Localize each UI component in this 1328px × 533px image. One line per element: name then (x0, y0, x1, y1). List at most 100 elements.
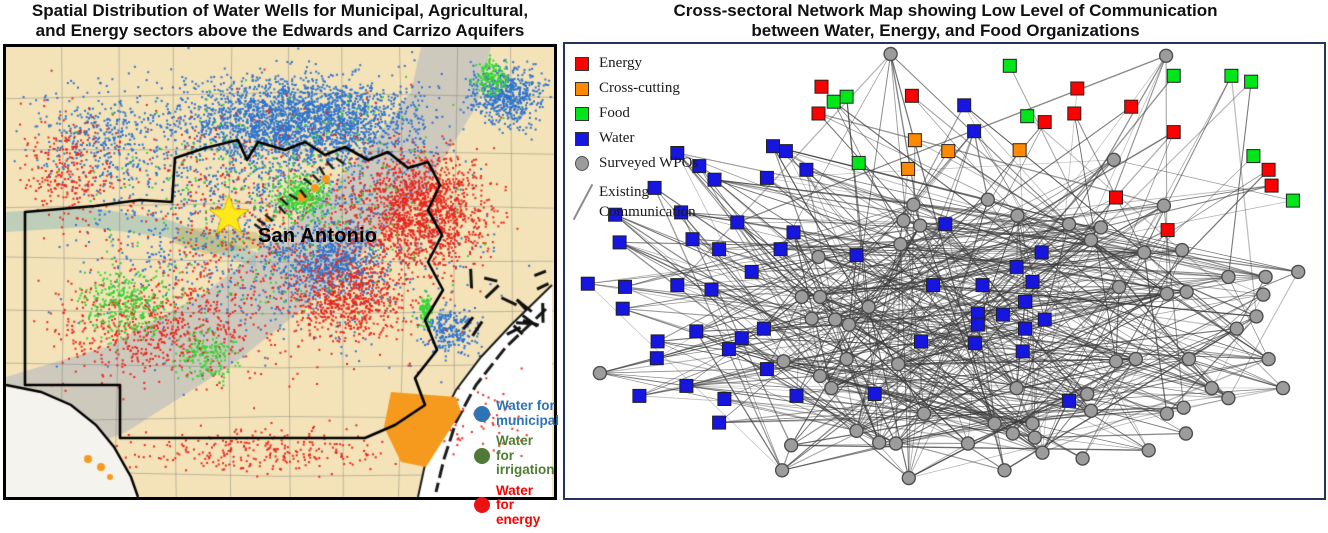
communication-edge (856, 159, 1115, 432)
communication-edge (818, 113, 1187, 293)
node-energy (1166, 125, 1181, 140)
communication-edge (855, 130, 975, 432)
communication-edge (724, 398, 1149, 451)
communication-edge (1016, 215, 1046, 320)
communication-edge (977, 294, 1264, 315)
communication-edge (711, 286, 1120, 291)
node-water (773, 242, 788, 257)
communication-edge (622, 249, 1183, 310)
communication-edge (914, 139, 1070, 225)
node-energy (904, 88, 919, 103)
communication-edge (1228, 276, 1269, 360)
map-legend: Water for municipal Water for irrigation… (474, 398, 559, 533)
communication-edge (714, 179, 1269, 360)
node-food (1244, 74, 1259, 89)
communication-line-icon (572, 183, 594, 221)
node-water (1037, 312, 1052, 327)
communication-edge (831, 387, 875, 395)
communication-edge (900, 243, 1092, 412)
communication-edge (856, 169, 1269, 432)
legend-label: Food (599, 105, 630, 121)
communication-edge (821, 86, 1088, 395)
node-energy (814, 79, 829, 94)
energy-dot-icon (474, 497, 490, 514)
communication-edge (719, 410, 1092, 424)
communication-edge (796, 306, 869, 397)
node-food (1002, 58, 1017, 73)
communication-edge (624, 204, 914, 288)
node-surveyed-wpo (1136, 245, 1152, 260)
node-surveyed-wpo (1156, 198, 1172, 213)
communication-edge (908, 140, 916, 479)
map-legend-label: Water for irrigation (496, 433, 555, 477)
communication-edge (714, 179, 904, 222)
node-water (759, 170, 774, 185)
communication-edge (1041, 75, 1232, 453)
node-energy (1160, 223, 1175, 238)
communication-edge (614, 214, 785, 362)
legend-item-existing-communication: Existing Communication (572, 180, 698, 224)
node-energy (1261, 162, 1276, 177)
communication-edge (724, 398, 857, 432)
communication-edge (856, 319, 1045, 432)
communication-edge (686, 385, 1284, 389)
node-surveyed-wpo (1108, 354, 1124, 369)
map-legend-label: Water for energy (496, 482, 541, 527)
node-surveyed-wpo (1158, 48, 1174, 64)
communication-edge (889, 53, 921, 226)
legend-label: Surveyed WPOs (599, 155, 699, 171)
communication-edge (977, 55, 1167, 314)
node-food (1246, 149, 1261, 164)
communication-edge (1012, 224, 1070, 434)
communication-edge (719, 387, 1017, 424)
communication-edge (763, 226, 1102, 330)
communication-edge (680, 212, 792, 446)
communication-edge (811, 130, 975, 320)
node-surveyed-wpo (1291, 264, 1306, 280)
node-water (867, 387, 882, 401)
node-water (1015, 344, 1030, 359)
communication-edge (741, 337, 1269, 360)
node-water (712, 415, 727, 430)
node-water (967, 124, 982, 139)
node-water (1018, 321, 1032, 336)
communication-edge (908, 358, 1137, 479)
communication-edge (911, 95, 1070, 225)
node-surveyed-wpo (1275, 380, 1291, 396)
communication-edge (1032, 319, 1046, 424)
communication-edge (848, 324, 975, 344)
node-surveyed-wpo (849, 423, 864, 438)
node-cross-cutting (1012, 143, 1027, 158)
communication-edge (944, 223, 1092, 412)
communication-edge (1016, 215, 1026, 302)
node-water (766, 139, 780, 154)
communication-edge (1012, 169, 1270, 434)
communication-edge (1016, 266, 1229, 399)
water-wells-map: San Antonio Water for municipal Water fo… (3, 44, 559, 526)
node-energy (811, 106, 826, 121)
map-legend-item-energy: Water for energy (474, 482, 554, 528)
communication-edge (1017, 215, 1229, 399)
communication-edge (783, 360, 1092, 412)
communication-edge (1188, 294, 1264, 360)
node-surveyed-wpo (1179, 284, 1194, 300)
right-title-line2: between Water, Energy, and Food Organiza… (751, 21, 1140, 40)
communication-edge (1016, 55, 1167, 389)
communication-edge (587, 227, 1101, 285)
communication-edge (818, 112, 1165, 207)
communication-edge (811, 318, 925, 414)
communication-edge (780, 53, 891, 250)
communication-edge (599, 251, 1042, 374)
communication-edge (811, 223, 946, 319)
energy-square-icon (575, 56, 589, 71)
communication-edge (947, 150, 1269, 360)
communication-edge (833, 101, 995, 424)
communication-edge (977, 313, 1034, 424)
communication-edge (766, 296, 803, 370)
communication-edge (766, 177, 1183, 251)
communication-edge (657, 341, 880, 443)
communication-edge (711, 289, 1088, 395)
node-surveyed-wpo (1229, 321, 1244, 336)
node-surveyed-wpo (906, 197, 921, 212)
node-surveyed-wpo (1159, 286, 1175, 301)
